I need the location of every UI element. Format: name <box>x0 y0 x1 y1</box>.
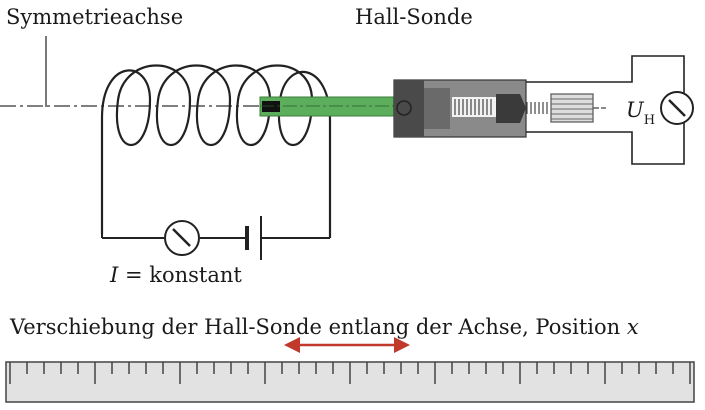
hall-voltage-label: UH <box>626 98 655 128</box>
hall-sensor <box>262 101 280 112</box>
caption: Verschiebung der Hall-Sonde entlang der … <box>9 315 639 339</box>
probe-holder <box>393 79 527 138</box>
battery-icon <box>245 216 262 260</box>
displacement-arrow <box>284 337 410 353</box>
symmetry-axis-label: Symmetrieachse <box>6 5 183 29</box>
ammeter-icon <box>164 220 200 256</box>
probe-rod <box>259 96 395 117</box>
coil <box>100 64 332 238</box>
coil-circuit <box>101 234 330 239</box>
hall-probe-label: Hall-Sonde <box>355 5 473 29</box>
current-label: I = konstant <box>109 263 242 287</box>
ruler-ticks <box>9 362 691 384</box>
ruler <box>5 361 695 403</box>
probe-connector <box>550 93 606 123</box>
voltmeter-icon <box>660 91 694 125</box>
probe-spring <box>526 102 548 114</box>
